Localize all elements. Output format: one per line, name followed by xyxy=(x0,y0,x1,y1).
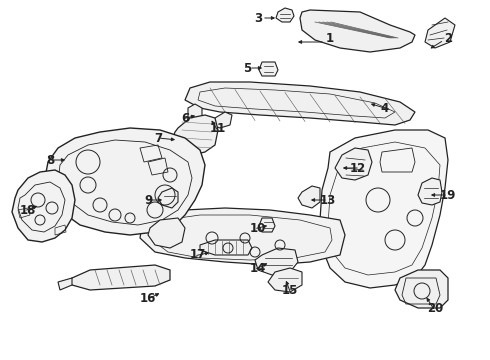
Text: 9: 9 xyxy=(144,194,152,207)
Polygon shape xyxy=(172,115,218,155)
Polygon shape xyxy=(58,278,72,290)
Polygon shape xyxy=(268,268,302,292)
Polygon shape xyxy=(259,218,275,232)
Polygon shape xyxy=(300,10,415,52)
Polygon shape xyxy=(418,178,442,205)
Text: 11: 11 xyxy=(210,122,226,135)
Polygon shape xyxy=(148,218,185,248)
Polygon shape xyxy=(200,240,252,255)
Polygon shape xyxy=(320,130,448,288)
Polygon shape xyxy=(335,148,372,180)
Text: 14: 14 xyxy=(250,261,266,274)
Text: 1: 1 xyxy=(326,32,334,45)
Polygon shape xyxy=(212,112,232,128)
Polygon shape xyxy=(185,82,415,125)
Text: 19: 19 xyxy=(440,189,456,202)
Polygon shape xyxy=(45,128,205,235)
Text: 18: 18 xyxy=(20,203,36,216)
Polygon shape xyxy=(276,8,294,22)
Polygon shape xyxy=(298,186,320,208)
Text: 3: 3 xyxy=(254,12,262,24)
Text: 6: 6 xyxy=(181,112,189,125)
Text: 17: 17 xyxy=(190,248,206,261)
Polygon shape xyxy=(12,170,75,242)
Text: 10: 10 xyxy=(250,221,266,234)
Text: 12: 12 xyxy=(350,162,366,175)
Text: 15: 15 xyxy=(282,284,298,297)
Polygon shape xyxy=(255,248,298,275)
Text: 5: 5 xyxy=(243,62,251,75)
Text: 2: 2 xyxy=(444,32,452,45)
Polygon shape xyxy=(188,104,202,124)
Polygon shape xyxy=(68,265,170,290)
Text: 4: 4 xyxy=(381,102,389,114)
Text: 7: 7 xyxy=(154,131,162,144)
Text: 16: 16 xyxy=(140,292,156,305)
Text: 13: 13 xyxy=(320,194,336,207)
Polygon shape xyxy=(259,62,278,76)
Polygon shape xyxy=(395,270,448,308)
Text: 8: 8 xyxy=(46,153,54,166)
Text: 20: 20 xyxy=(427,302,443,315)
Polygon shape xyxy=(158,188,178,208)
Polygon shape xyxy=(425,18,455,48)
Polygon shape xyxy=(140,208,345,265)
